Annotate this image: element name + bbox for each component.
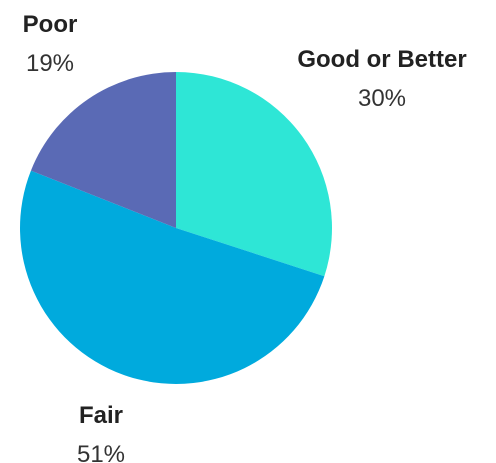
pie-slice-poor (30, 72, 177, 228)
slice-value-poor: 19% (26, 50, 74, 77)
label-fair: Fair 51% (77, 402, 125, 463)
slice-label-fair: Fair (79, 402, 123, 429)
pie-slice-good-or-better (176, 72, 332, 277)
slice-value-good-or-better: 30% (358, 85, 406, 112)
label-good-or-better: Good or Better 30% (297, 46, 466, 112)
slice-value-fair: 51% (77, 441, 125, 463)
pie-slices (20, 72, 332, 384)
pie-slice-fair (20, 170, 325, 384)
slice-label-good-or-better: Good or Better (297, 46, 466, 73)
label-poor: Poor 19% (23, 11, 78, 77)
slice-label-poor: Poor (23, 11, 78, 38)
